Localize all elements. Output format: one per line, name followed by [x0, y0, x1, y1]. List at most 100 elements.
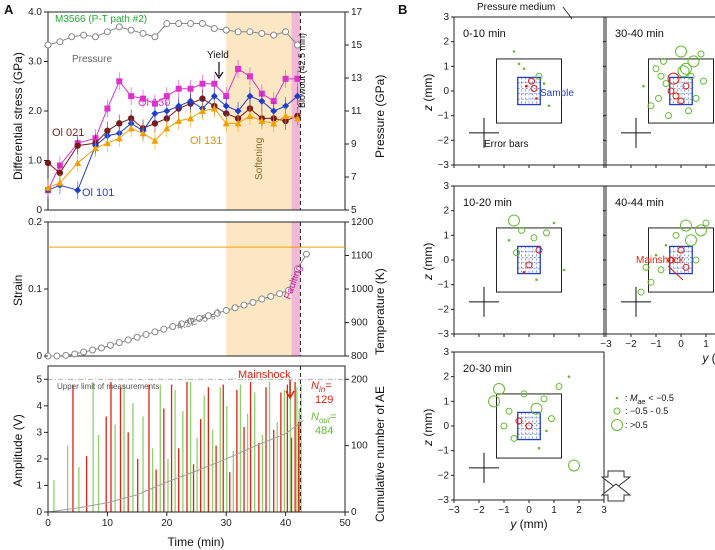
pressure-medium-box — [648, 58, 714, 124]
maps-mainshock-label: Mainshock — [636, 255, 685, 266]
map-panel-2: 10-20 min −3 −2 −1 0 1 2 3 z (mm) — [421, 181, 605, 340]
stress-point — [282, 102, 290, 110]
stress-point — [151, 100, 158, 107]
stress-point — [115, 134, 123, 142]
stress-line-4 — [47, 23, 298, 46]
ae-location-point — [522, 67, 526, 71]
strain-ylabel: Strain — [11, 275, 25, 306]
ae-location-point — [508, 214, 520, 227]
map-clip-group — [606, 186, 715, 334]
stress-point — [163, 124, 171, 132]
map-background — [606, 186, 715, 334]
stress-point — [222, 102, 230, 110]
map-xtick-label: −1 — [650, 339, 662, 350]
strain-rate-exponent: -1 — [213, 308, 221, 317]
amplitude-ytick-label: 2 — [36, 454, 42, 465]
ae-location-point — [675, 45, 687, 58]
ae-location-point — [530, 402, 543, 415]
temperature-ylabel: Temperature (K) — [373, 268, 387, 355]
pressure-point — [139, 29, 147, 37]
strain-point — [249, 298, 257, 306]
ae-location-point — [510, 434, 518, 442]
map-xlabel: y (mm) — [509, 517, 547, 531]
strain-point — [187, 317, 195, 325]
strain-point — [231, 304, 239, 312]
ae-location-point — [695, 224, 707, 237]
legend-m-symbol: M — [630, 393, 638, 403]
ae-location-point — [697, 50, 705, 58]
map-xtick-label: 1 — [703, 339, 709, 350]
stress-point — [199, 80, 206, 87]
ae-location-point — [555, 383, 563, 391]
strain-point — [285, 286, 293, 294]
pressure-point — [127, 26, 135, 34]
n-in-label: Nin= — [311, 380, 332, 394]
ae-location-point — [692, 256, 700, 264]
time-xlabel: Time (min) — [168, 535, 225, 549]
ae-location-point — [518, 226, 525, 234]
stress-point — [74, 142, 81, 149]
stress-ytick-label: 2.0 — [28, 106, 42, 117]
ae-location-point — [652, 65, 660, 73]
map-xlabel-unit: (mm) — [516, 517, 547, 531]
ae-location-point — [535, 97, 538, 100]
ae-location-point — [507, 238, 511, 242]
ae-location-point — [687, 72, 695, 80]
strain-point — [151, 328, 159, 336]
ae-location-point — [680, 62, 692, 75]
legend-item-medium: : −0.5 - 0.5 — [625, 406, 668, 416]
map-ytick-label: −1 — [438, 111, 450, 122]
stress-point — [211, 80, 218, 87]
stress-point — [293, 92, 301, 100]
ae-location-point — [677, 246, 685, 254]
map-xlabel-unit: (mm) — [708, 351, 715, 365]
pressure-point — [115, 23, 123, 31]
stress-point — [127, 124, 135, 132]
mainshock-arrow — [285, 380, 295, 400]
stress-point — [198, 107, 206, 114]
n-out-sub: out — [319, 416, 331, 425]
panel-letter-b: B — [398, 2, 407, 17]
stress-point — [44, 184, 52, 191]
ae-location-point — [665, 112, 672, 120]
ae-location-point — [522, 271, 526, 274]
stress-ytick-label: 3.0 — [28, 57, 42, 68]
stress-point — [199, 95, 206, 102]
map-background — [606, 17, 715, 165]
upper-limit-label: Upper limit of measurements — [57, 382, 159, 391]
stress-point — [258, 97, 266, 105]
map-ytick-label: 0 — [443, 421, 449, 432]
stress-point — [103, 139, 111, 147]
yield-arrow — [214, 62, 224, 80]
amplitude-ylabel: Amplitude (V) — [11, 414, 25, 487]
pressure-ytick-label: 5 — [351, 205, 357, 216]
map-clip-group — [606, 17, 715, 165]
pressure-ytick-label: 15 — [351, 40, 363, 51]
strain-point — [267, 292, 275, 300]
ae-location-point — [505, 407, 513, 415]
strain-series-layer — [44, 246, 345, 360]
stress-point — [116, 120, 123, 127]
amplitude-ytick-label: 3 — [36, 427, 42, 438]
ae-location-point — [637, 288, 645, 296]
ae-location-point — [520, 390, 528, 398]
ae-location-point — [672, 92, 680, 100]
ae-location-point — [667, 256, 675, 264]
stress-point — [92, 144, 100, 152]
ae-location-point — [562, 268, 566, 272]
stress-point — [163, 107, 171, 115]
ae-location-point — [568, 459, 580, 472]
map-xtick-label: −3 — [600, 339, 612, 350]
map-ylabel-unit: (mm) — [421, 409, 435, 440]
pressure-ytick-label: 9 — [351, 139, 357, 150]
map-xlabel-var: y — [509, 517, 517, 531]
time-xtick-label: 50 — [339, 518, 351, 529]
map-xtick-label: −1 — [498, 505, 510, 516]
ae-location-point — [662, 80, 670, 88]
strain-point — [133, 333, 141, 341]
map-title: 30-40 min — [615, 28, 664, 40]
stress-point — [116, 78, 123, 85]
map-ylabel-var: z — [421, 105, 435, 112]
